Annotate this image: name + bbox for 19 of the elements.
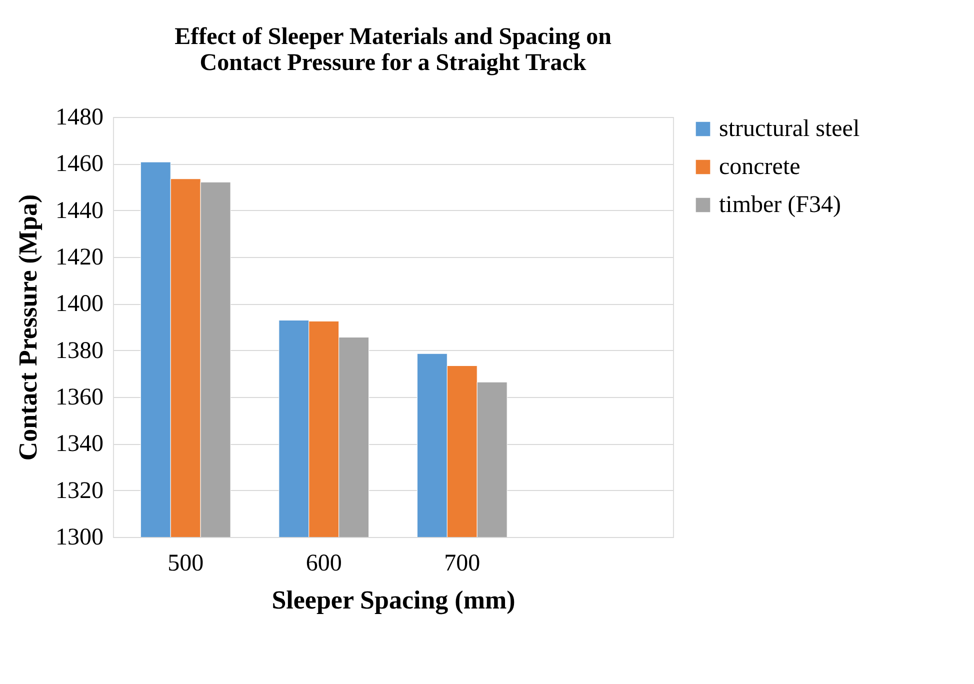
y-tick-label: 1400 xyxy=(56,291,104,318)
x-tick-label: 600 xyxy=(306,550,342,576)
legend-label: timber (F34) xyxy=(719,192,841,218)
y-tick-label: 1320 xyxy=(56,478,104,504)
y-tick-label: 1440 xyxy=(56,198,104,224)
y-tick-label: 1360 xyxy=(56,384,104,410)
y-tick-label: 1420 xyxy=(56,244,104,270)
legend-label: concrete xyxy=(719,154,800,180)
chart-title: Effect of Sleeper Materials and Spacing on Contact Pressure for a Straight Track xyxy=(174,24,612,76)
y-tick-label: 1480 xyxy=(56,104,104,130)
y-tick-label: 1380 xyxy=(56,338,104,364)
y-tick-label: 1300 xyxy=(56,524,104,550)
legend-label: structural steel xyxy=(719,116,860,142)
x-tick-label: 500 xyxy=(168,550,204,576)
y-tick-label: 1460 xyxy=(56,151,104,178)
y-tick-label: 1340 xyxy=(56,431,104,458)
y-axis-title: Contact Pressure (Mpa) xyxy=(14,194,42,461)
x-tick-label: 700 xyxy=(444,550,480,576)
x-axis-title: Sleeper Spacing (mm) xyxy=(272,586,516,614)
